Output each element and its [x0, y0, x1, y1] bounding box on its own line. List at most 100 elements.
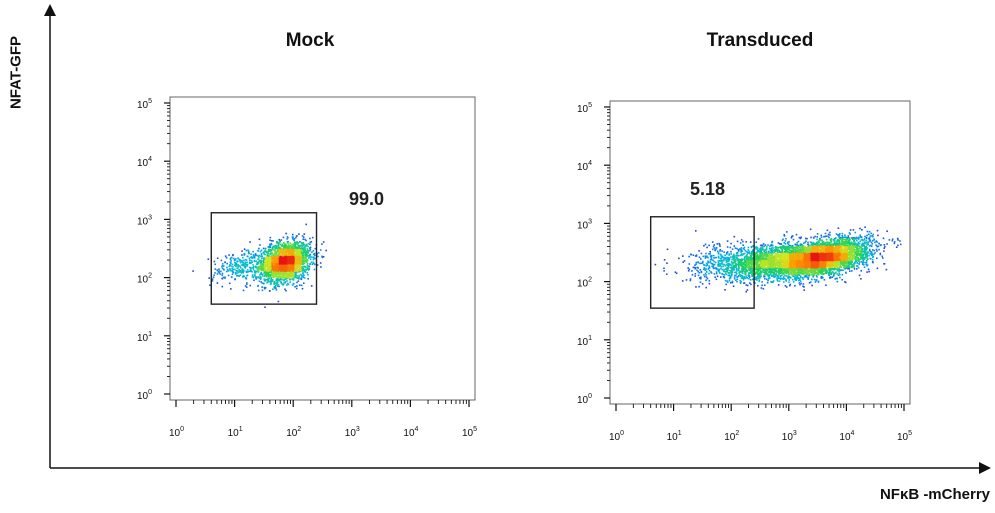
event-dot	[705, 286, 707, 289]
event-dot	[280, 271, 282, 274]
event-dot	[845, 244, 848, 247]
event-dot	[266, 256, 269, 259]
event-dot	[733, 259, 735, 262]
event-dot	[863, 264, 865, 266]
event-dot	[273, 246, 276, 248]
event-dot	[285, 252, 287, 254]
event-dot	[251, 275, 254, 278]
event-dot	[313, 257, 316, 260]
event-dot	[230, 288, 232, 290]
event-dot	[801, 268, 803, 271]
event-dot	[774, 245, 777, 248]
event-dot	[235, 264, 238, 267]
event-dot	[841, 278, 843, 281]
event-dot	[303, 270, 305, 272]
event-dot	[253, 255, 256, 258]
event-dot	[816, 276, 818, 278]
event-dot	[306, 260, 308, 263]
event-dot	[799, 243, 802, 245]
event-dot	[266, 262, 268, 264]
event-dot	[276, 283, 278, 286]
event-dot	[254, 254, 257, 257]
event-dot	[257, 262, 260, 265]
event-dot	[245, 271, 248, 273]
event-dot	[820, 234, 823, 237]
event-dot	[229, 282, 231, 285]
event-dot	[697, 261, 699, 263]
event-dot	[263, 258, 266, 260]
event-dot	[264, 280, 267, 282]
event-dot	[856, 247, 858, 250]
event-dot	[301, 252, 303, 254]
event-dot	[266, 259, 268, 262]
event-dot	[715, 256, 718, 259]
event-dot	[275, 289, 278, 291]
event-dot	[820, 236, 823, 238]
event-dot	[812, 243, 814, 245]
event-dot	[287, 272, 290, 275]
event-dot	[278, 285, 281, 288]
event-dot	[767, 279, 769, 282]
event-dot	[696, 266, 699, 269]
event-dot	[714, 276, 716, 278]
event-dot	[852, 229, 855, 231]
event-dot	[268, 257, 271, 259]
event-dot	[269, 262, 272, 265]
event-dot	[300, 262, 303, 264]
event-dot	[270, 278, 272, 280]
event-dot	[304, 246, 307, 248]
event-dot	[864, 250, 866, 253]
event-dot	[278, 251, 281, 253]
event-dot	[710, 271, 712, 273]
event-dot	[716, 268, 719, 270]
event-dot	[714, 267, 717, 269]
event-dot	[267, 275, 270, 278]
event-dot	[274, 247, 277, 250]
event-dot	[264, 306, 266, 308]
event-dot	[796, 242, 798, 244]
event-dot	[868, 230, 871, 233]
event-dot	[876, 250, 878, 252]
event-dot	[747, 256, 749, 258]
event-dot	[891, 238, 894, 240]
event-dot	[266, 250, 269, 253]
event-dot	[266, 279, 268, 281]
event-dot	[857, 238, 860, 240]
event-dot	[252, 264, 254, 266]
event-dot	[296, 281, 298, 284]
event-dot	[774, 250, 776, 252]
event-dot	[276, 241, 279, 243]
event-dot	[719, 253, 722, 256]
event-dot	[286, 238, 288, 240]
event-dot	[291, 233, 294, 236]
event-dot	[252, 268, 255, 271]
event-dot	[726, 267, 729, 269]
event-dot	[792, 238, 795, 241]
event-dot	[279, 241, 281, 243]
event-dot	[779, 271, 781, 274]
event-dot	[746, 284, 749, 287]
event-dot	[796, 278, 798, 280]
event-dot	[868, 270, 870, 273]
event-dot	[704, 269, 707, 272]
event-dot	[700, 258, 702, 260]
event-dot	[266, 281, 268, 284]
event-dot	[794, 278, 796, 281]
event-dot	[758, 269, 760, 272]
event-dot	[715, 272, 718, 275]
event-dot	[314, 263, 316, 266]
event-dot	[841, 273, 844, 276]
event-dot	[728, 272, 731, 274]
event-dot	[277, 276, 279, 278]
event-dot	[865, 261, 868, 264]
event-dot	[762, 257, 765, 260]
event-dot	[739, 248, 741, 251]
event-dot	[702, 264, 705, 266]
event-dot	[796, 271, 799, 273]
event-dot	[286, 241, 289, 243]
event-dot	[304, 271, 307, 273]
event-dot	[835, 233, 838, 235]
event-dot	[825, 235, 827, 237]
event-dot	[309, 263, 311, 265]
event-dot	[691, 274, 694, 276]
